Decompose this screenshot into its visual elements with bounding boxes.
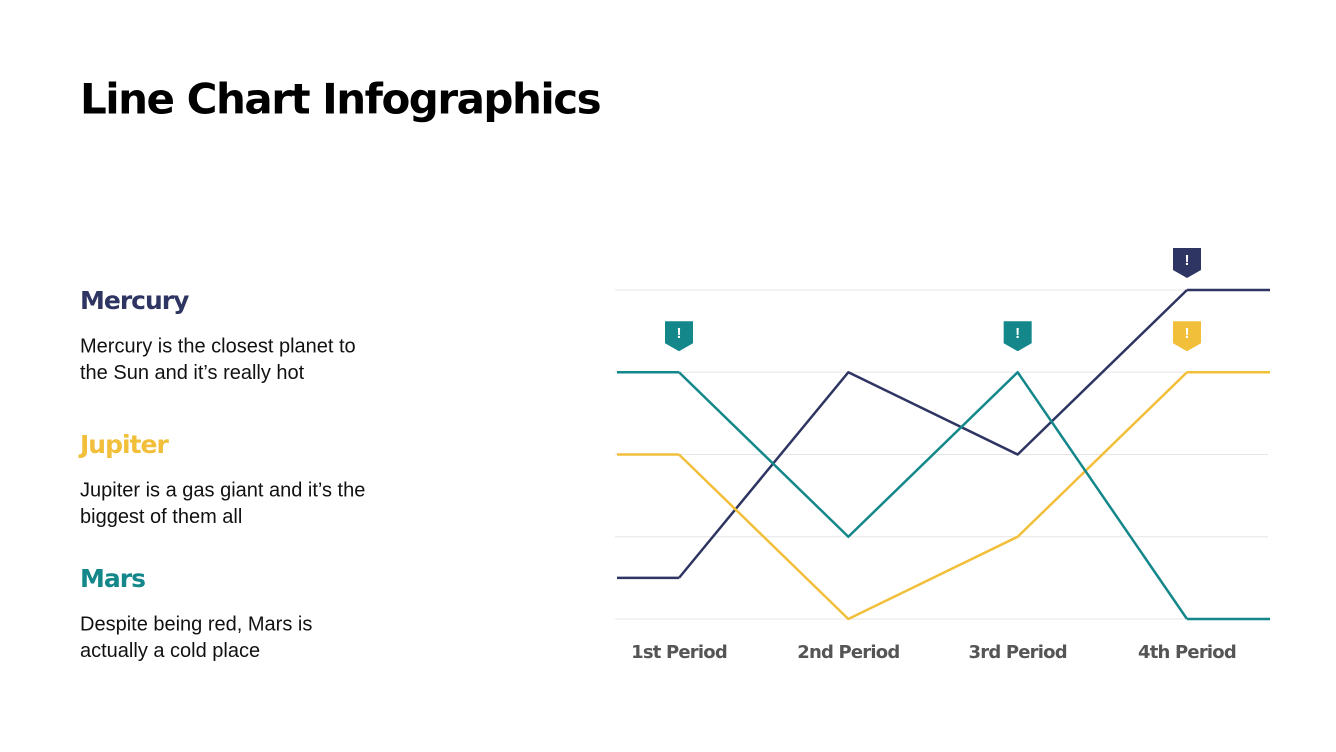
annotation-text: !	[677, 325, 682, 342]
annotation-badge	[1173, 248, 1201, 278]
x-tick-label: 1st Period	[631, 642, 727, 663]
x-tick-label: 3rd Period	[969, 642, 1067, 663]
annotation-badge	[665, 321, 693, 352]
annotation-text: !	[1185, 325, 1190, 342]
annotation-badge	[1173, 321, 1201, 352]
chart-title: Line Chart Infographics	[80, 75, 601, 124]
legend-heading: Mercury	[80, 286, 189, 315]
legend-description: the Sun and it’s really hot	[80, 362, 305, 384]
legend-description: biggest of them all	[80, 506, 242, 528]
legend-description: Jupiter is a gas giant and it’s the	[80, 479, 365, 501]
series-line	[678, 371, 1189, 620]
legend-heading: Mars	[80, 564, 145, 593]
x-tick-label: 2nd Period	[797, 642, 899, 663]
legend-description: Despite being red, Mars is	[80, 613, 312, 635]
series-line	[678, 371, 1188, 621]
x-tick-label: 4th Period	[1138, 642, 1236, 663]
legend-heading: Jupiter	[78, 430, 169, 459]
series-line	[678, 289, 1188, 579]
annotation-badge	[1003, 321, 1032, 352]
legend-description: actually a cold place	[80, 640, 260, 662]
legend-description: Mercury is the closest planet to	[80, 335, 356, 357]
annotation-text: !	[1185, 252, 1190, 269]
annotation-text: !	[1015, 325, 1020, 342]
